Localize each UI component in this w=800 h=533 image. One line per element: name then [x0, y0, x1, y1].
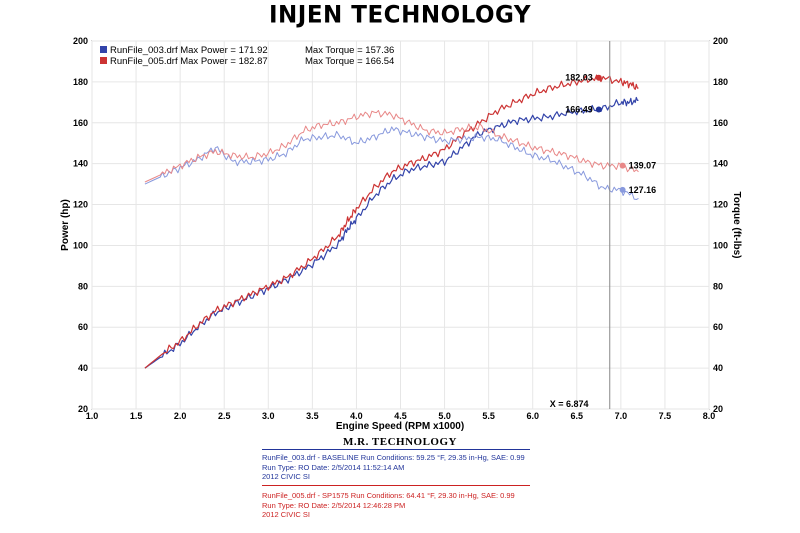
peak-marker — [595, 106, 602, 113]
peak-marker — [619, 162, 626, 169]
y-tick-labels-left: 20 40 60 80 100 120 140 160 180 200 — [73, 36, 88, 414]
y-tick-label-left: 100 — [73, 240, 88, 250]
x-tick-label: 5.5 — [482, 411, 495, 421]
y-tick-label-right: 20 — [713, 404, 723, 414]
x-tick-label: 1.5 — [130, 411, 143, 421]
x-tick-label: 1.0 — [86, 411, 99, 421]
y-tick-label-right: 60 — [713, 322, 723, 332]
legend-torque-text: Max Torque = 157.36 — [305, 45, 394, 56]
x-tick-label: 3.5 — [306, 411, 319, 421]
x-tick-label: 7.5 — [659, 411, 672, 421]
cursor-readout: X = 6.874 — [550, 399, 589, 409]
legend-torque-text: Max Torque = 166.54 — [305, 56, 394, 67]
y-tick-label-left: 20 — [78, 404, 88, 414]
y-tick-labels-right: 20 40 60 80 100 120 140 160 180 200 — [713, 36, 728, 414]
y-tick-label-left: 140 — [73, 159, 88, 169]
y-axis-label-left: Power (hp) — [60, 199, 71, 251]
peak-marker — [595, 74, 602, 81]
y-tick-label-left: 120 — [73, 200, 88, 210]
y-tick-label-right: 160 — [713, 118, 728, 128]
x-tick-label: 3.0 — [262, 411, 275, 421]
x-tick-label: 8.0 — [703, 411, 716, 421]
run1-divider — [262, 449, 530, 450]
y-tick-label-right: 40 — [713, 363, 723, 373]
y-tick-label-left: 60 — [78, 322, 88, 332]
y-tick-label-right: 200 — [713, 36, 728, 46]
series-line-3 — [144, 126, 639, 200]
peak-label: 166.49 — [565, 105, 593, 115]
y-tick-label-left: 180 — [73, 77, 88, 87]
run1-line2: Run Type: RO Date: 2/5/2014 11:52:14 AM — [262, 462, 405, 472]
x-tick-label: 4.0 — [350, 411, 363, 421]
x-tick-label: 4.5 — [394, 411, 407, 421]
peak-layer: 182.03 166.49 139.07 127.16 — [565, 73, 656, 195]
x-tick-label: 6.0 — [526, 411, 539, 421]
chart-title: INJEN TECHNOLOGY — [268, 1, 532, 29]
peak-label: 182.03 — [565, 73, 593, 83]
peak-marker — [619, 186, 626, 193]
run1-line1: RunFile_003.drf - BASELINE Run Condition… — [262, 453, 525, 462]
run2-line3: 2012 CIVIC SI — [262, 510, 310, 519]
dyno-chart: 1.0 1.5 2.0 2.5 3.0 3.5 4.0 4.5 5.0 5.5 6.0 6.5 7.0 7… — [60, 36, 742, 432]
run1-info: RunFile_003.drf - BASELINE Run Condition… — [262, 453, 530, 486]
y-tick-label-right: 180 — [713, 77, 728, 87]
series-line-4 — [144, 110, 639, 183]
x-tick-label: 2.5 — [218, 411, 231, 421]
y-tick-label-right: 100 — [713, 240, 728, 250]
run2-info: RunFile_005.drf - SP1575 Run Conditions:… — [262, 491, 530, 520]
legend-swatch — [100, 57, 107, 64]
y-tick-label-right: 120 — [713, 200, 728, 210]
footer-title: M.R. TECHNOLOGY — [343, 436, 457, 448]
y-tick-label-left: 160 — [73, 118, 88, 128]
series-line-2 — [144, 74, 639, 369]
run2-line2: Run Type: RO Date: 2/5/2014 12:46:28 PM — [262, 500, 406, 510]
run2-line1: RunFile_005.drf - SP1575 Run Conditions:… — [262, 491, 515, 500]
y-tick-label-left: 80 — [78, 281, 88, 291]
y-tick-label-left: 40 — [78, 363, 88, 373]
y-tick-label-right: 80 — [713, 281, 723, 291]
legend: RunFile_003.drf Max Power = 171.92 Max To… — [100, 45, 394, 67]
x-tick-labels: 1.0 1.5 2.0 2.5 3.0 3.5 4.0 4.5 5.0 5.5 6.0 6.5 7.0 7… — [86, 411, 716, 421]
y-axis-label-right: Torque (ft-lbs) — [731, 191, 742, 258]
legend-text: RunFile_003.drf Max Power = 171.92 — [110, 45, 268, 56]
legend-text: RunFile_005.drf Max Power = 182.87 — [110, 56, 268, 67]
peak-label: 127.16 — [629, 185, 657, 195]
peak-label: 139.07 — [629, 161, 657, 171]
cursor-layer[interactable]: X = 6.874 — [550, 41, 611, 409]
x-tick-label: 2.0 — [174, 411, 187, 421]
x-axis-label: Engine Speed (RPM x1000) — [336, 421, 464, 432]
x-tick-label: 6.5 — [571, 411, 584, 421]
run1-line3: 2012 CIVIC SI — [262, 472, 310, 481]
x-tick-label: 7.0 — [615, 411, 628, 421]
legend-swatch — [100, 46, 107, 53]
x-tick-label: 5.0 — [438, 411, 451, 421]
series-layer — [144, 74, 639, 369]
y-tick-label-right: 140 — [713, 159, 728, 169]
y-tick-label-left: 200 — [73, 36, 88, 46]
